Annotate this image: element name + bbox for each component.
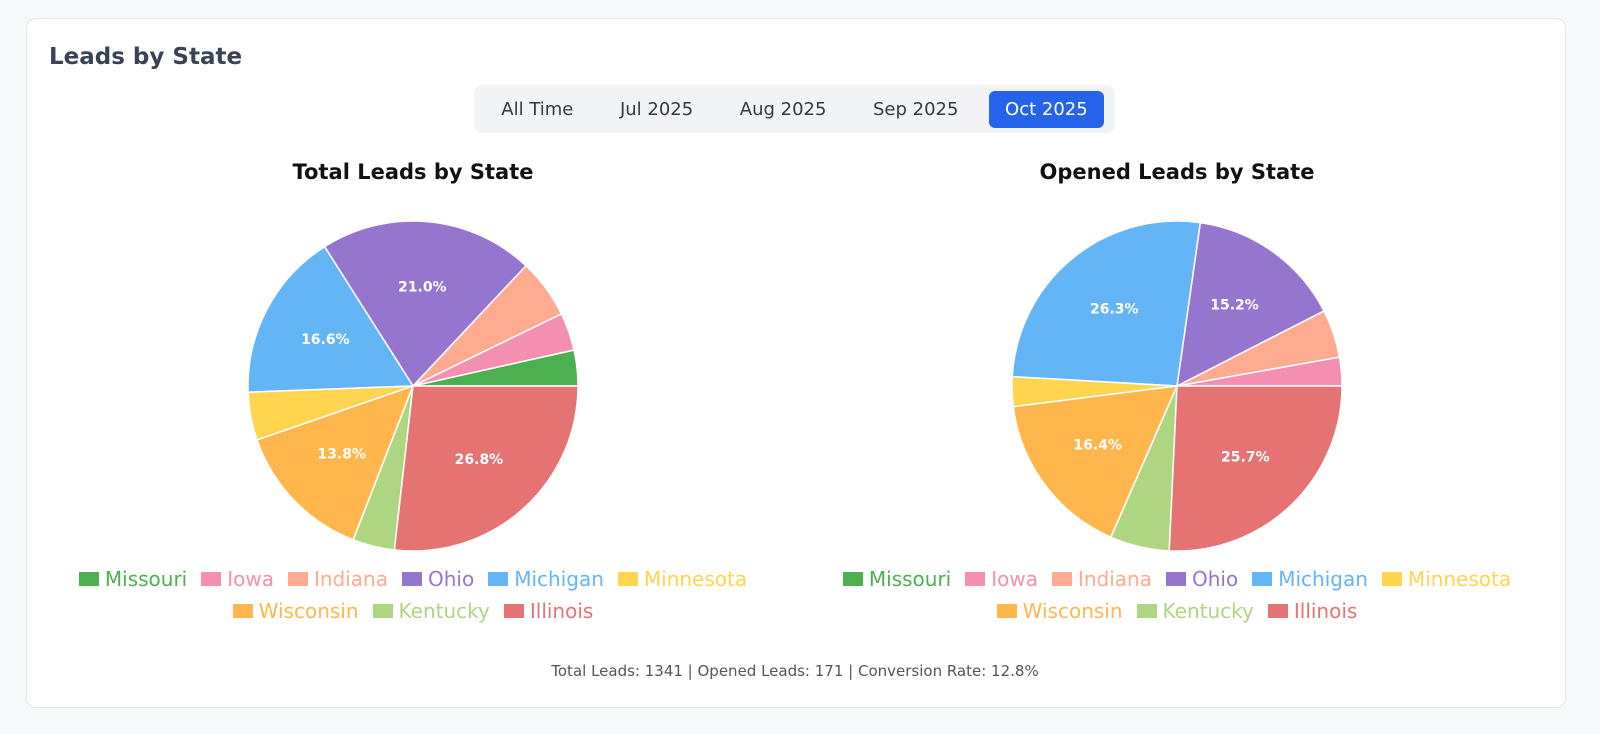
chart-title: Total Leads by State: [293, 160, 534, 184]
legend-label: Missouri: [104, 567, 188, 591]
legend-item[interactable]: Iowa: [965, 567, 1038, 591]
pie-slice: [1012, 385, 1179, 539]
pie-slice: [247, 245, 415, 393]
legend-label: Kentucky: [398, 599, 490, 623]
tab[interactable]: Sep 2025: [873, 98, 959, 120]
legend-swatch: [996, 604, 1017, 618]
slice-label: 26.8%: [455, 452, 504, 468]
chart-title: Opened Leads by State: [1040, 160, 1315, 184]
card-title: Leads by State: [49, 44, 243, 70]
pie-slice: [256, 384, 415, 541]
legend-item[interactable]: Minnesota: [1381, 567, 1512, 591]
legend-swatch: [201, 572, 222, 586]
legend-swatch: [1136, 604, 1157, 618]
legend-item[interactable]: Missouri: [78, 567, 188, 591]
legend-item[interactable]: Wisconsin: [232, 599, 359, 623]
legend-item[interactable]: Indiana: [1051, 567, 1152, 591]
legend-swatch: [617, 572, 638, 586]
tab[interactable]: All Time: [501, 98, 574, 120]
legend-label: Missouri: [868, 567, 952, 591]
pie-slice: [1176, 221, 1325, 388]
pie-slice: [393, 385, 579, 552]
legend-label: Minnesota: [1407, 567, 1512, 591]
legend-item[interactable]: Minnesota: [617, 567, 748, 591]
legend-label: Indiana: [1077, 567, 1152, 591]
legend-swatch: [1051, 572, 1072, 586]
legend-item[interactable]: Kentucky: [372, 599, 490, 623]
legend-label: Wisconsin: [258, 599, 359, 623]
legend-item[interactable]: Illinois: [503, 599, 594, 623]
legend-label: Michigan: [1278, 567, 1368, 591]
legend-label: Indiana: [313, 567, 388, 591]
legend-swatch: [1267, 604, 1288, 618]
legend-label: Ohio: [427, 567, 475, 591]
legend-item[interactable]: Michigan: [488, 567, 604, 591]
pie-slice: [1168, 385, 1343, 552]
tab[interactable]: Oct 2025: [989, 90, 1104, 128]
slice-label: 26.3%: [1090, 301, 1139, 317]
legend-swatch: [372, 604, 393, 618]
legend-item[interactable]: Illinois: [1267, 599, 1358, 623]
slice-label: 21.0%: [398, 279, 447, 295]
slice-label: 15.2%: [1210, 297, 1259, 313]
legend-swatch: [1381, 572, 1402, 586]
legend-swatch: [1165, 572, 1186, 586]
legend-swatch: [401, 572, 422, 586]
pie-slice: [323, 220, 528, 388]
legend-swatch: [232, 604, 253, 618]
slice-label: 13.8%: [317, 447, 366, 463]
slice-label: 16.6%: [301, 332, 350, 348]
legend: Missouri Iowa Indiana Ohio Michigan Minnesota…: [53, 567, 773, 623]
legend-item[interactable]: Wisconsin: [996, 599, 1123, 623]
legend-swatch: [1252, 572, 1273, 586]
legend-label: Minnesota: [643, 567, 748, 591]
legend-label: Kentucky: [1162, 599, 1254, 623]
legend-item[interactable]: Indiana: [287, 567, 388, 591]
legend-swatch: [503, 604, 524, 618]
tab-bar: All Time Jul 2025 Aug 2025 Sep 2025 Oct …: [474, 85, 1115, 133]
slice-label: 25.7%: [1221, 450, 1270, 466]
legend-label: Illinois: [529, 599, 594, 623]
legend-label: Illinois: [1293, 599, 1358, 623]
footer-stats: Total Leads: 1341 | Opened Leads: 171 | …: [551, 662, 1039, 680]
legend-item[interactable]: Ohio: [401, 567, 475, 591]
legend-label: Iowa: [991, 567, 1038, 591]
legend-item[interactable]: Ohio: [1165, 567, 1239, 591]
pie-slice: [1011, 220, 1202, 387]
slice-label: 16.4%: [1073, 437, 1122, 453]
legend-label: Ohio: [1191, 567, 1239, 591]
legend-label: Michigan: [514, 567, 604, 591]
legend-item[interactable]: Kentucky: [1136, 599, 1254, 623]
legend-swatch: [965, 572, 986, 586]
legend-item[interactable]: Iowa: [201, 567, 274, 591]
tab[interactable]: Jul 2025: [619, 98, 694, 120]
legend: Missouri Iowa Indiana Ohio Michigan Minnesota…: [817, 567, 1537, 623]
legend-item[interactable]: Missouri: [842, 567, 952, 591]
legend-label: Wisconsin: [1022, 599, 1123, 623]
legend-swatch: [78, 572, 99, 586]
legend-swatch: [287, 572, 308, 586]
legend-item[interactable]: Michigan: [1252, 567, 1368, 591]
legend-label: Iowa: [227, 567, 274, 591]
legend-swatch: [488, 572, 509, 586]
legend-swatch: [842, 572, 863, 586]
tab[interactable]: Aug 2025: [739, 98, 827, 120]
